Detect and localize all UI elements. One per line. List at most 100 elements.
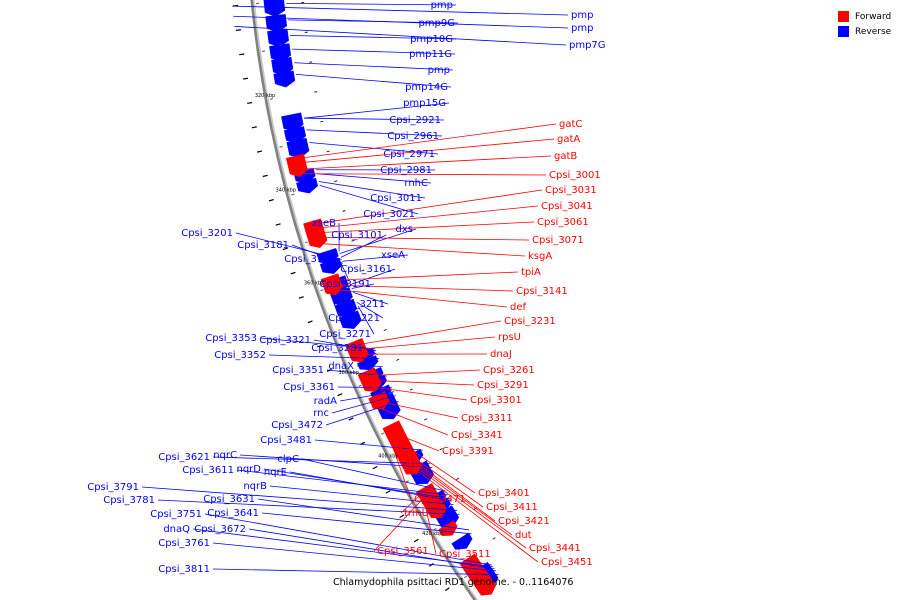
legend-item-forward: Forward <box>838 9 891 24</box>
gene-label: pmp9G <box>418 18 455 29</box>
gene-label: Cpsi_2961 <box>387 131 439 142</box>
gene-label: radA <box>314 396 338 407</box>
inner-mark <box>492 537 496 540</box>
ruler-tick <box>304 241 308 244</box>
label-line <box>212 542 496 572</box>
label-line <box>339 391 395 402</box>
gene-label: Cpsi_3101 <box>331 230 383 241</box>
gene-label: Cpsi_3171 <box>284 254 336 265</box>
label-line <box>304 102 450 119</box>
track-tick <box>262 174 268 178</box>
reverse-gene <box>273 70 296 88</box>
gene-label: Cpsi_3021 <box>363 209 415 220</box>
gene-label: dnaQ <box>163 524 190 535</box>
gene-label: Cpsi_3451 <box>541 557 593 568</box>
gene-label: Cpsi_3471 <box>414 494 466 505</box>
gene-label: pmp10G <box>410 34 453 45</box>
gene-label: clpC <box>277 454 299 465</box>
gene-label: nqrD <box>237 464 262 475</box>
gene-label: Cpsi_2971 <box>383 149 435 160</box>
ruler-tick <box>320 289 324 292</box>
track-tick <box>242 77 249 80</box>
gene-label: nqrE <box>264 467 287 478</box>
track-tick <box>385 490 391 494</box>
gene-label: xseA <box>381 250 405 261</box>
label-line <box>307 205 539 230</box>
inner-mark <box>361 269 365 272</box>
label-line <box>350 268 396 286</box>
gene-label: pmp <box>571 23 593 34</box>
label-line <box>400 494 421 514</box>
legend-label-forward: Forward <box>855 11 892 22</box>
label-line <box>331 395 396 414</box>
label-line <box>232 5 569 16</box>
ruler-label: 320 kbp <box>255 93 275 99</box>
reverse-gene <box>267 28 289 48</box>
gene-label: pmp <box>428 65 450 76</box>
gene-label: nqrB <box>243 481 267 492</box>
label-line <box>289 471 452 502</box>
gene-label: tpiA <box>521 267 541 278</box>
label-line <box>288 123 557 161</box>
label-line <box>290 35 457 40</box>
label-line <box>316 173 432 184</box>
gene-label: Cpsi_3621 <box>158 452 210 463</box>
gene-label: Cpsi_3353 <box>205 333 257 344</box>
ruler-tick <box>464 575 468 579</box>
track-tick <box>428 563 434 567</box>
track-tick <box>235 29 242 31</box>
label-line <box>291 48 456 55</box>
inner-mark <box>456 477 460 481</box>
label-lines <box>141 2 569 576</box>
gene-label: Cpsi_3511 <box>439 549 491 560</box>
reverse-gene <box>451 532 473 550</box>
gene-label: rnc <box>313 408 329 419</box>
label-line <box>352 292 389 305</box>
gene-label: Cpsi_3321 <box>259 335 311 346</box>
inner-mark <box>409 388 413 391</box>
gene-label: Cpsi_3071 <box>532 235 584 246</box>
gene-label: Cpsi_3341 <box>451 430 503 441</box>
label-line <box>309 236 530 241</box>
gene-label: dnaJ <box>490 349 512 360</box>
label-line <box>286 2 457 6</box>
track-tick <box>413 538 419 543</box>
genome-title: Chlamydophila psittaci RD1 genome. - 0..… <box>333 577 574 588</box>
label-line <box>342 254 409 262</box>
ruler-tick <box>380 432 385 435</box>
gene-label: pmp14G <box>405 82 448 93</box>
gene-label: Cpsi_3352 <box>214 350 266 361</box>
track-tick <box>268 198 275 202</box>
inner-mark <box>314 91 318 93</box>
gene-label: Cpsi_3791 <box>87 482 139 493</box>
gene-label: xseB <box>312 218 336 229</box>
inner-mark <box>351 239 355 242</box>
gene-label: dxs <box>396 224 413 235</box>
ruler-label: 420 kbp <box>422 531 442 537</box>
label-line <box>395 449 513 536</box>
label-line <box>269 485 454 506</box>
ruler-tick <box>338 336 342 339</box>
track-tick <box>290 271 296 275</box>
ruler-label: 360 kbp <box>304 281 324 287</box>
label-line <box>157 499 460 515</box>
gene-label: trmU <box>404 508 429 519</box>
label-line <box>318 181 426 199</box>
reverse-gene <box>265 14 288 33</box>
label-line <box>295 74 452 88</box>
legend: Forward Reverse <box>838 9 891 39</box>
track-tick <box>307 320 313 324</box>
track-tick <box>257 150 263 153</box>
label-line <box>399 457 539 563</box>
label-line <box>291 244 344 264</box>
gene-label: Cpsi_3011 <box>370 193 422 204</box>
gene-label: dut <box>515 530 532 541</box>
ruler-tick <box>269 98 273 100</box>
label-line <box>371 399 459 419</box>
label-line <box>349 336 496 351</box>
label-line <box>391 441 484 508</box>
gene-label: pmp7G <box>569 40 606 51</box>
gene-label: Cpsi_3281 <box>311 343 363 354</box>
legend-label-reverse: Reverse <box>855 26 892 37</box>
